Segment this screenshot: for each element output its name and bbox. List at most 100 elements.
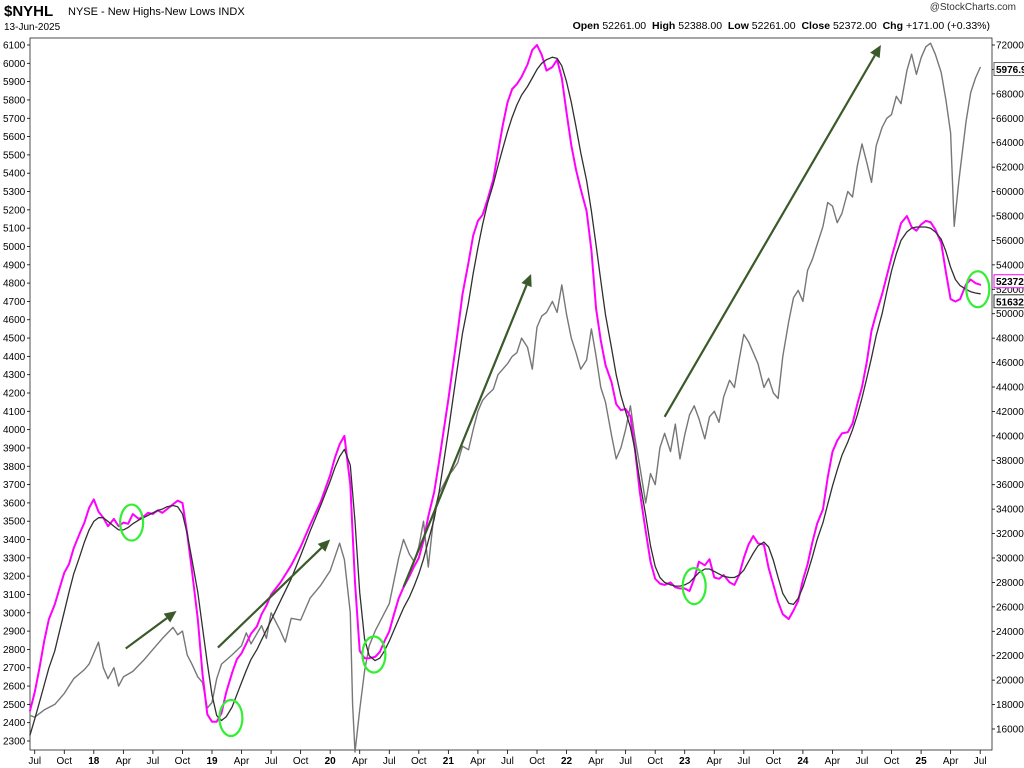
x-tick-label: 18: [88, 756, 100, 767]
left-tick-label: 4900: [3, 260, 26, 271]
right-tick-label: 64000: [996, 138, 1024, 149]
left-tick-label: 2700: [3, 663, 26, 674]
x-tick-label: Jul: [265, 756, 278, 767]
left-tick-label: 2600: [3, 682, 26, 693]
low-label: Low: [727, 20, 749, 32]
chart-date: 13-Jun-2025: [4, 22, 61, 33]
x-tick-label: 22: [561, 756, 573, 767]
right-tick-label: 16000: [996, 725, 1024, 736]
x-tick-label: Jul: [501, 756, 514, 767]
x-tick-label: 20: [325, 756, 337, 767]
x-axis: Jul Oct 18 Apr Jul Oct 19 Apr Jul Oct 20 Apr Jul Oct 2…: [28, 750, 987, 767]
x-tick-label: Apr: [588, 756, 604, 767]
left-tick-label: 4300: [3, 370, 26, 381]
left-axis: 2300 2400 2500 2600 2700 2800 2900 3000 3100 3200…: [3, 41, 30, 748]
right-tick-label: 44000: [996, 383, 1024, 394]
highlight-circle: [681, 566, 707, 606]
right-tick-label: 52000: [996, 285, 1024, 296]
trend-arrow: [402, 273, 532, 588]
index-line: [29, 44, 982, 723]
right-tick-label: 22000: [996, 651, 1024, 662]
right-axis: 16000 18000 20000 22000 24000 26000 28000 30000…: [992, 41, 1024, 736]
left-tick-label: 3000: [3, 608, 26, 619]
right-tick-label: 32000: [996, 529, 1024, 540]
x-tick-label: 24: [797, 756, 809, 767]
left-tick-label: 3900: [3, 443, 26, 454]
x-tick-label: Jul: [856, 756, 869, 767]
x-tick-label: Oct: [647, 756, 663, 767]
x-tick-label: Oct: [884, 756, 900, 767]
trend-arrow-shaft: [217, 547, 323, 649]
trend-arrow: [663, 45, 881, 418]
left-tick-label: 2900: [3, 627, 26, 638]
left-tick-label: 3100: [3, 590, 26, 601]
chg-value: +171.00 (+0.33%): [905, 20, 990, 32]
close-value: 52372.00: [832, 20, 877, 32]
right-tick-label: 26000: [996, 602, 1024, 613]
x-tick-label: Oct: [293, 756, 309, 767]
highlight-circle: [218, 698, 244, 738]
x-tick-label: Jul: [147, 756, 160, 767]
x-tick-label: Oct: [175, 756, 191, 767]
x-tick-label: Apr: [825, 756, 841, 767]
x-tick-label: Oct: [766, 756, 782, 767]
left-tick-label: 3700: [3, 480, 26, 491]
x-tick-label: Oct: [56, 756, 72, 767]
x-tick-label: Apr: [706, 756, 722, 767]
right-tick-label: 48000: [996, 334, 1024, 345]
x-tick-label: Oct: [529, 756, 545, 767]
ohlc-readout: Open 52261.00 High 52388.00 Low 52261.00…: [573, 20, 990, 32]
x-tick-label: Oct: [411, 756, 427, 767]
left-tick-label: 4400: [3, 352, 26, 363]
series-lines: [29, 42, 982, 753]
right-tick-label: 68000: [996, 89, 1024, 100]
right-tick-label: 18000: [996, 700, 1024, 711]
trend-arrow: [217, 539, 331, 649]
left-tick-label: 5300: [3, 187, 26, 198]
left-tick-label: 2400: [3, 718, 26, 729]
right-tick-label: 50000: [996, 309, 1024, 320]
index-last-label-box: [993, 274, 1024, 289]
left-tick-label: 4200: [3, 389, 26, 400]
trend-arrow-head: [521, 273, 532, 288]
left-tick-label: 5800: [3, 95, 26, 106]
left-tick-label: 3600: [3, 498, 26, 509]
left-tick-label: 2800: [3, 645, 26, 656]
price-line: [29, 42, 981, 753]
x-tick-label: Apr: [470, 756, 486, 767]
left-tick-label: 5900: [3, 77, 26, 88]
left-tick-label: 4600: [3, 315, 26, 326]
open-label: Open: [572, 20, 600, 32]
average-last-label: 51632.: [996, 297, 1024, 308]
left-tick-label: 4500: [3, 334, 26, 345]
x-tick-label: Jul: [28, 756, 41, 767]
right-tick-label: 60000: [996, 187, 1024, 198]
x-tick-label: 23: [679, 756, 691, 767]
highlight-circles: [119, 270, 991, 738]
right-tick-label: 24000: [996, 627, 1024, 638]
right-tick-label: 62000: [996, 163, 1024, 174]
right-tick-label: 40000: [996, 431, 1024, 442]
highlight-circle: [965, 270, 991, 309]
price-last-label-box: [993, 62, 1024, 77]
left-tick-label: 4100: [3, 407, 26, 418]
right-tick-label: 66000: [996, 114, 1024, 125]
left-tick-label: 5000: [3, 242, 26, 253]
right-tick-label: 46000: [996, 358, 1024, 369]
trend-arrow: [125, 610, 177, 650]
left-tick-label: 4000: [3, 425, 26, 436]
x-tick-label: Jul: [737, 756, 750, 767]
close-label: Close: [801, 20, 831, 32]
left-tick-label: 6000: [3, 59, 26, 70]
left-tick-label: 5100: [3, 224, 26, 235]
left-tick-label: 6100: [3, 41, 26, 52]
right-tick-label: 42000: [996, 407, 1024, 418]
x-tick-label: 21: [443, 756, 455, 767]
x-tick-label: Apr: [943, 756, 959, 767]
left-tick-label: 5600: [3, 132, 26, 143]
symbol-title: $NYHL: [4, 3, 54, 20]
right-tick-label: 58000: [996, 212, 1024, 223]
left-tick-label: 5200: [3, 205, 26, 216]
